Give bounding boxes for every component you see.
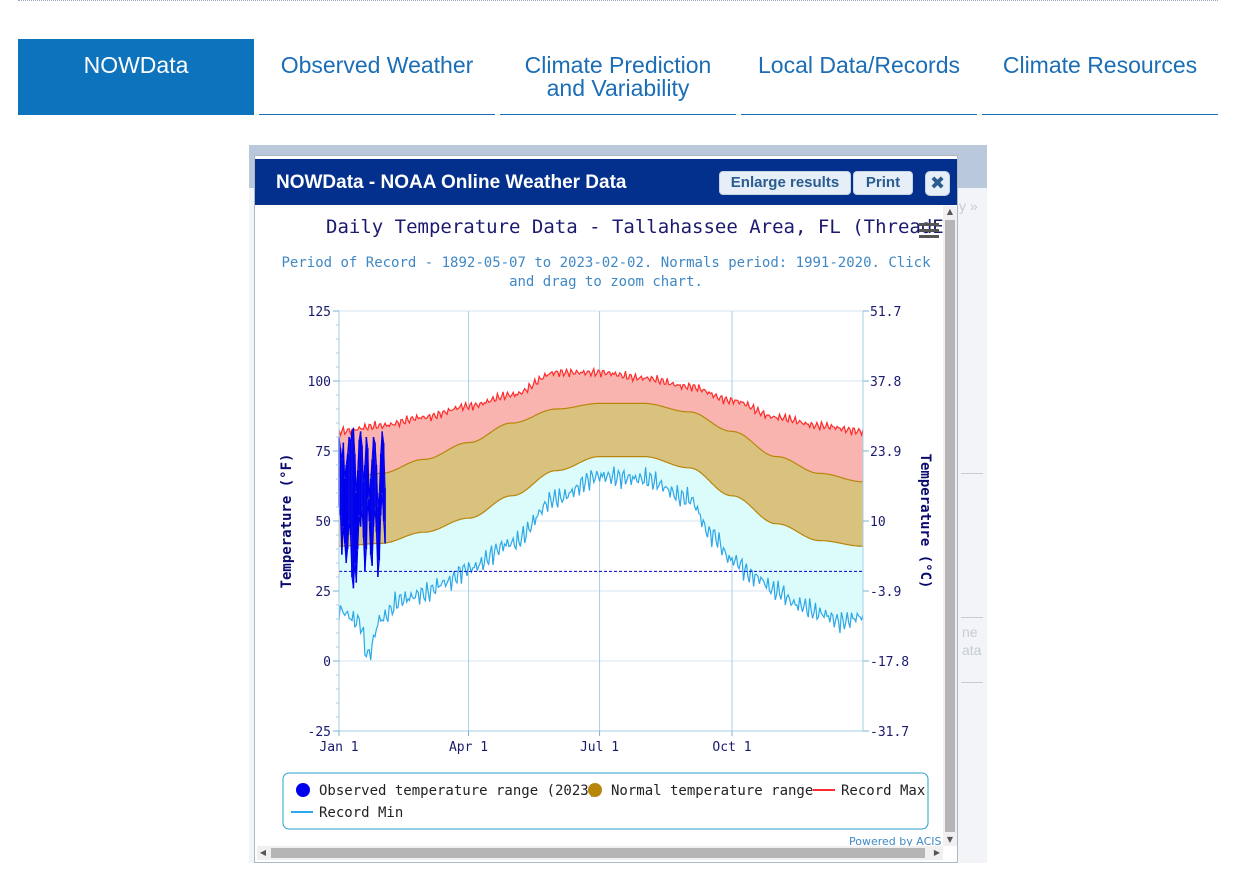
y-tick-label-left: 125 (308, 305, 331, 320)
record-lines (338, 366, 864, 661)
legend-item-record-min[interactable]: Record Min (291, 805, 403, 821)
y-tick-label-right: -3.9 (870, 585, 901, 600)
observed-low-line (338, 492, 386, 589)
scroll-left-icon[interactable]: ◀ (259, 848, 267, 857)
dialog-titlebar[interactable]: NOWData - NOAA Online Weather Data Enlar… (255, 159, 957, 205)
horizontal-scroll-thumb[interactable] (271, 848, 925, 858)
y-tick-label-right: -31.7 (870, 725, 909, 740)
legend-item-record-max[interactable]: Record Max (813, 783, 925, 799)
y-tick-label-left: 25 (315, 585, 331, 600)
y-tick-label-left: 0 (323, 655, 331, 670)
tab-climate-resources[interactable]: Climate Resources (982, 39, 1218, 115)
legend-label: Record Max (841, 783, 925, 799)
legend-dot-normal (588, 783, 602, 797)
x-tick-label: Jul 1 (580, 740, 619, 755)
observed-high-line (338, 426, 386, 508)
y-axis-label-right: Temperature (°C) (917, 454, 933, 589)
range-areas (339, 368, 863, 661)
legend-label: Observed temperature range (2023) (319, 783, 597, 799)
scroll-right-icon[interactable]: ▶ (933, 848, 941, 857)
tab-label: Climate Prediction (524, 52, 712, 78)
chart-menu-icon[interactable] (919, 223, 939, 238)
y-tick-label-right: 23.9 (870, 445, 901, 460)
tab-label: Climate Resources (1002, 52, 1198, 78)
y-tick-label-left: 75 (315, 445, 331, 460)
record-high-band (339, 368, 863, 482)
observed-series (338, 426, 386, 589)
y-tick-label-right: 51.7 (870, 305, 901, 320)
x-tick-label: Oct 1 (712, 740, 751, 755)
legend-dot-observed (296, 783, 310, 797)
background-divider (961, 617, 983, 618)
tab-label: NOWData (83, 52, 189, 78)
nowdata-dialog: NOWData - NOAA Online Weather Data Enlar… (254, 155, 958, 863)
legend-item-observed[interactable]: Observed temperature range (2023) (296, 783, 597, 799)
legend-item-normal[interactable]: Normal temperature range (588, 783, 813, 799)
background-nav-fragment: y » (959, 198, 978, 214)
axes: -25 -31.7 0 -17.8 25 -3.9 50 10 75 23.9 100 37.8 125… (308, 305, 910, 755)
chart-subtitle-line2: and drag to zoom chart. (509, 274, 703, 290)
scroll-up-icon[interactable]: ▲ (946, 207, 954, 216)
background-text-fragment: ne (962, 624, 978, 640)
background-text-fragment: ata (962, 642, 982, 658)
dialog-content: -25 -31.7 0 -17.8 25 -3.9 50 10 75 23.9 100 37.8 125… (257, 206, 943, 846)
legend-label: Normal temperature range (611, 783, 813, 799)
y-tick-label-right: 10 (870, 515, 886, 530)
tab-local-data-records[interactable]: Local Data/Records (741, 39, 977, 115)
top-divider (18, 0, 1218, 1)
chart-legend: Observed temperature range (2023) Normal… (282, 772, 929, 830)
temperature-chart[interactable]: -25 -31.7 0 -17.8 25 -3.9 50 10 75 23.9 100 37.8 125… (257, 206, 943, 846)
record-min-line (338, 466, 864, 661)
normal-range-band (339, 403, 863, 547)
horizontal-scrollbar[interactable]: ◀ ▶ (257, 846, 943, 860)
tab-label: Local Data/Records (758, 52, 960, 78)
print-button[interactable]: Print (853, 171, 913, 195)
vertical-scroll-thumb[interactable] (945, 220, 955, 832)
legend-label: Record Min (319, 805, 403, 821)
tab-observed-weather[interactable]: Observed Weather (259, 39, 495, 115)
dialog-title: NOWData - NOAA Online Weather Data (276, 172, 627, 193)
normal-high-line (339, 402, 863, 483)
y-tick-label-right: -17.8 (870, 655, 909, 670)
tab-label: Observed Weather (280, 52, 474, 78)
powered-by-acis-link[interactable]: Powered by ACIS (849, 835, 942, 848)
y-axis-label-left: Temperature (°F) (279, 454, 295, 589)
tab-climate-prediction[interactable]: Climate Prediction and Variability (500, 39, 736, 115)
chart-subtitle-line1: Period of Record - 1892-05-07 to 2023-02… (281, 255, 931, 271)
main-nav-tabs: NOWData Observed Weather Climate Predict… (18, 39, 1218, 115)
y-tick-label-left: 100 (308, 375, 331, 390)
background-divider (961, 473, 983, 474)
record-low-band (339, 456, 863, 661)
y-tick-label-left: -25 (308, 725, 331, 740)
close-icon: ✖ (929, 173, 946, 194)
tab-nowdata[interactable]: NOWData (18, 39, 254, 115)
tab-label-line2: and Variability (546, 75, 690, 101)
close-button[interactable]: ✖ (925, 171, 950, 196)
x-tick-label: Apr 1 (449, 740, 488, 755)
scroll-down-icon[interactable]: ▼ (946, 835, 954, 844)
y-tick-label-left: 50 (315, 515, 331, 530)
chart-title: Daily Temperature Data - Tallahassee Are… (326, 216, 943, 238)
record-max-line (338, 366, 864, 438)
vertical-scrollbar[interactable]: ▲ ▼ (943, 206, 957, 846)
background-divider (961, 682, 983, 683)
enlarge-results-button[interactable]: Enlarge results (719, 171, 851, 195)
normal-low-line (339, 456, 863, 547)
x-tick-label: Jan 1 (319, 740, 358, 755)
y-tick-label-right: 37.8 (870, 375, 901, 390)
